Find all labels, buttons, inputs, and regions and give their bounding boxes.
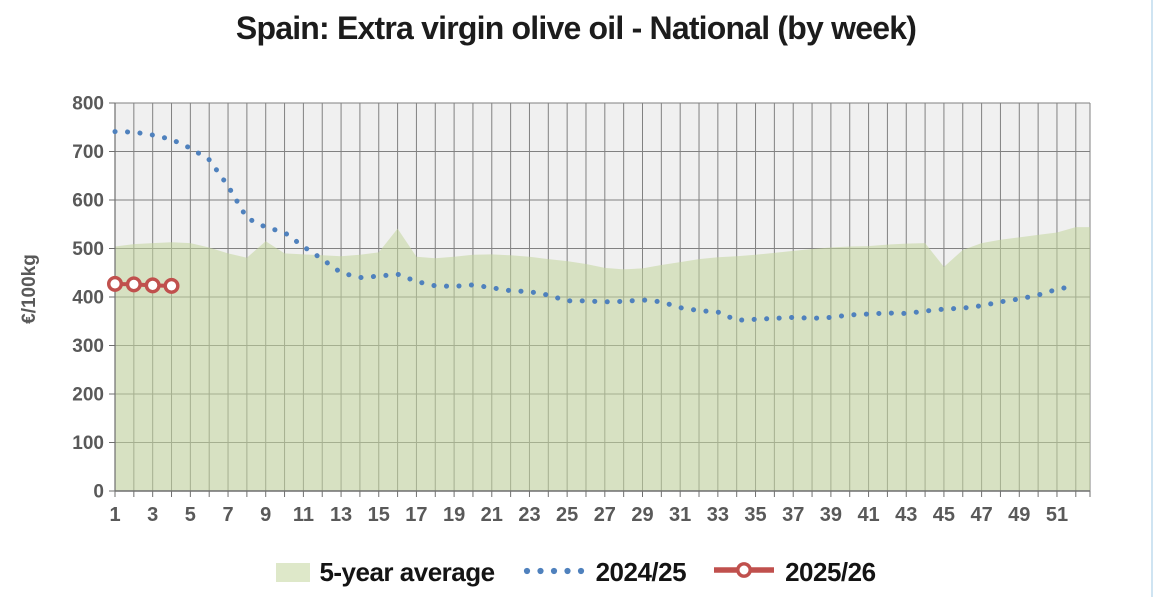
legend-dot: [523, 567, 530, 574]
dotted-line-icon: [521, 562, 587, 583]
series-2025-26-line: [114, 281, 172, 288]
y-tick-label: 100: [72, 433, 104, 454]
x-tick-label: 11: [293, 504, 314, 526]
x-tick-label: 37: [782, 504, 804, 526]
x-tick-label: 31: [669, 504, 691, 526]
x-tick-labels: 1 3 5 7 9 11 13 15 17 19 21 23 25 27 29 31 33 35 37 39 41 43 4…: [109, 504, 1068, 526]
x-tick-label: 39: [820, 504, 842, 526]
chart-legend: 5-year average 2024/25 2025/26: [0, 550, 1152, 594]
x-tick-label: 29: [631, 504, 653, 526]
x-tick-label: 19: [443, 504, 465, 526]
y-tick-label: 500: [72, 239, 104, 260]
legend-item-2025-26: 2025/26: [712, 556, 876, 588]
x-tick-label: 3: [147, 504, 158, 526]
open-circle-marker: [144, 277, 161, 294]
y-tick-label: 200: [72, 385, 104, 406]
x-tick-label: 7: [222, 504, 233, 526]
legend-label-5-year-average: 5-year average: [319, 556, 495, 587]
open-circle-marker: [163, 277, 180, 294]
x-tick-label: 15: [368, 504, 390, 526]
x-tick-label: 5: [185, 504, 196, 526]
x-tick-label: 23: [518, 504, 540, 526]
legend-item-2024-25: 2024/25: [521, 556, 687, 588]
x-tick-label: 33: [707, 504, 729, 526]
legend-dot: [550, 567, 557, 574]
x-tick-label: 43: [895, 504, 917, 526]
x-tick-label: 49: [1008, 504, 1030, 526]
window-edge-line: [1151, 0, 1153, 597]
series-5-year-average-area: [115, 227, 1090, 491]
y-tick-labels: 0 100 200 300 400 500 600 700 800: [72, 94, 104, 503]
legend-dot: [536, 567, 544, 574]
y-tick-label: 600: [72, 191, 104, 212]
x-tick-label: 45: [933, 504, 955, 526]
area-swatch-icon: [276, 562, 311, 582]
x-tick-label: 27: [594, 504, 616, 526]
y-tick-label: 700: [72, 142, 104, 163]
x-tick-label: 51: [1046, 504, 1068, 526]
chart-title: Spain: Extra virgin olive oil - National…: [235, 10, 917, 46]
legend-label-2024-25: 2024/25: [595, 556, 687, 587]
axes: [109, 102, 1091, 497]
y-tick-label: 300: [72, 336, 104, 357]
y-tick-label: 800: [72, 94, 104, 115]
open-circle-marker: [125, 276, 142, 293]
x-tick-label: 9: [260, 504, 271, 526]
open-circle-marker: [106, 275, 123, 292]
legend-dot: [577, 567, 584, 574]
series-2025-26-markers: [106, 275, 180, 294]
y-tick-label: 400: [72, 288, 104, 309]
legend-label-2025-26: 2025/26: [785, 556, 876, 587]
x-tick-label: 17: [405, 504, 427, 526]
x-tick-label: 41: [857, 504, 879, 526]
x-tick-label: 47: [970, 504, 992, 526]
x-tick-label: 13: [330, 504, 352, 526]
legend-dot: [563, 567, 571, 574]
line-open-circle-icon: [712, 560, 776, 585]
legend-item-5-year-average: 5-year average: [276, 556, 495, 588]
y-tick-label: 0: [93, 482, 104, 503]
x-tick-label: 21: [481, 504, 503, 526]
series-2024-25-dotted-line: [112, 129, 1079, 323]
x-tick-label: 1: [109, 504, 120, 526]
x-tick-label: 35: [744, 504, 766, 526]
x-tick-label: 25: [556, 504, 578, 526]
